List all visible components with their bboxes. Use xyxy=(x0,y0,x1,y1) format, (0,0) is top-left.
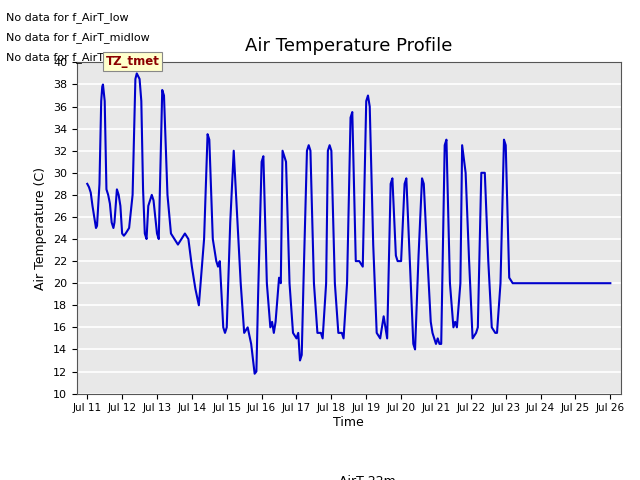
Legend: AirT 22m: AirT 22m xyxy=(297,470,401,480)
Title: Air Temperature Profile: Air Temperature Profile xyxy=(245,37,452,55)
Text: No data for f_AirT_low: No data for f_AirT_low xyxy=(6,12,129,23)
Text: TZ_tmet: TZ_tmet xyxy=(106,55,159,68)
Text: No data for f_AirT_midtop: No data for f_AirT_midtop xyxy=(6,52,149,63)
Y-axis label: Air Temperature (C): Air Temperature (C) xyxy=(35,167,47,289)
X-axis label: Time: Time xyxy=(333,416,364,429)
Text: No data for f_AirT_midlow: No data for f_AirT_midlow xyxy=(6,32,150,43)
